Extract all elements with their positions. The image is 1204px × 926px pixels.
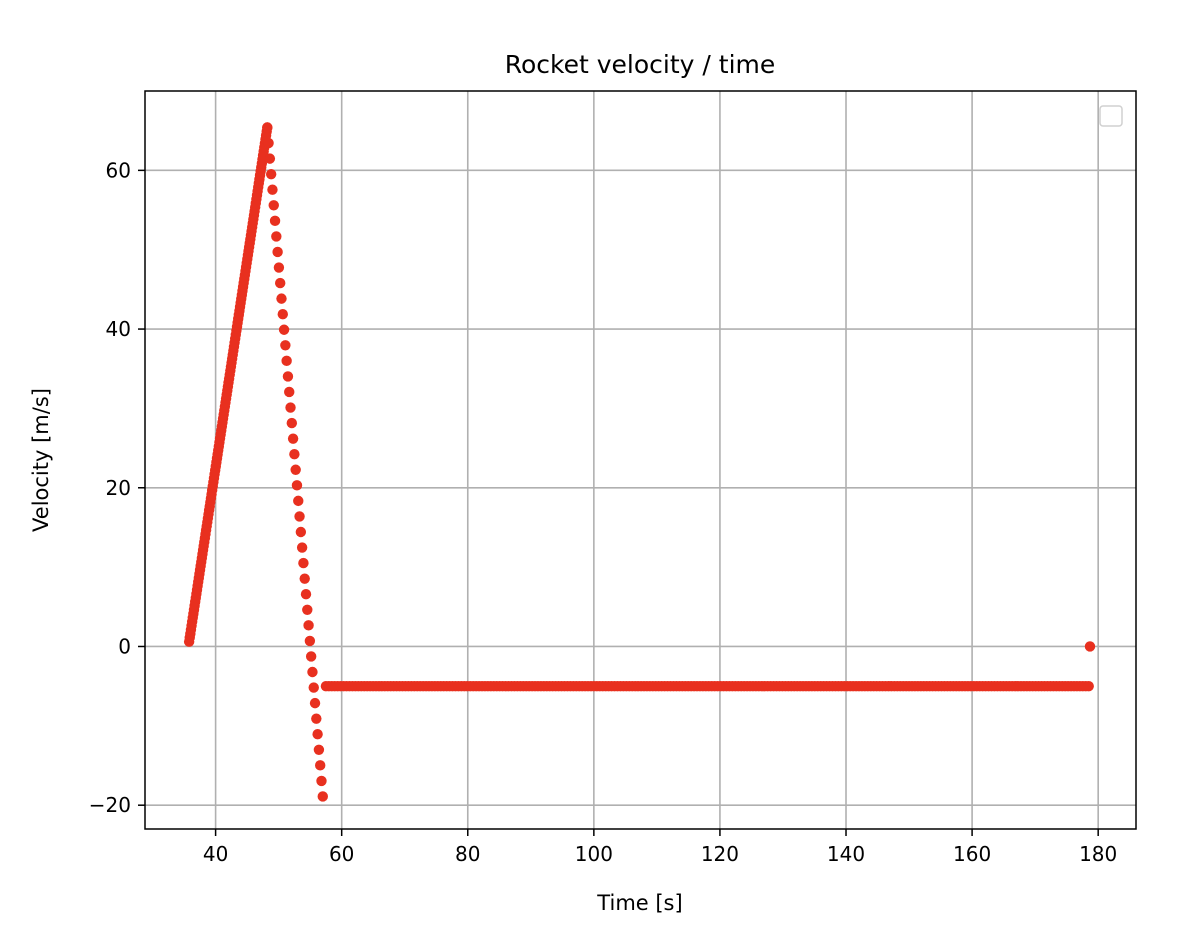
data-point — [276, 293, 287, 304]
legend-box — [1099, 105, 1123, 127]
data-point — [287, 433, 299, 444]
data-point — [312, 729, 323, 740]
data-point — [308, 682, 319, 693]
x-tick-label: 60 — [329, 842, 354, 866]
data-point — [282, 371, 294, 382]
x-tick-label: 120 — [701, 842, 739, 866]
y-axis-label: Velocity [m/s] — [29, 388, 53, 532]
y-tick-label: 40 — [106, 317, 131, 341]
y-tick-label: −20 — [89, 793, 131, 817]
data-point — [281, 355, 292, 367]
data-point — [316, 775, 327, 787]
data-point — [263, 137, 274, 149]
y-tick-label: 60 — [106, 158, 131, 182]
data-point — [294, 511, 305, 522]
x-tick-label: 100 — [575, 842, 613, 866]
y-axis-ticks: −20 0 20 40 60 — [89, 158, 145, 817]
data-points — [183, 122, 1096, 802]
data-point — [1084, 641, 1096, 652]
y-tick-label: 20 — [106, 476, 131, 500]
data-point — [286, 417, 298, 429]
data-point — [273, 262, 285, 273]
data-point — [285, 402, 296, 413]
data-point — [277, 308, 288, 320]
data-point — [291, 480, 303, 491]
data-point — [299, 573, 310, 584]
data-point — [307, 666, 318, 678]
data-point — [275, 277, 286, 289]
x-tick-label: 40 — [203, 842, 228, 866]
data-point — [280, 340, 291, 351]
data-point — [289, 449, 300, 460]
data-point — [303, 620, 314, 631]
y-tick-label: 0 — [118, 634, 131, 658]
data-point — [313, 744, 325, 755]
grid-lines — [145, 91, 1136, 829]
data-point — [311, 713, 322, 724]
data-point — [295, 526, 307, 538]
data-point — [265, 168, 277, 180]
data-point — [267, 184, 278, 195]
data-point — [278, 324, 290, 335]
data-point — [309, 697, 321, 709]
chart-title: Rocket velocity / time — [505, 50, 776, 79]
data-point — [262, 122, 273, 133]
data-point — [1083, 680, 1094, 692]
data-point — [300, 589, 312, 600]
x-axis-ticks: 40 60 80 100 120 140 160 180 — [203, 829, 1117, 866]
data-point — [271, 231, 282, 242]
data-point — [296, 542, 308, 553]
x-tick-label: 160 — [953, 842, 991, 866]
data-point — [317, 791, 328, 802]
plot-frame — [144, 90, 1137, 830]
data-point — [269, 215, 281, 227]
data-point — [293, 495, 304, 507]
data-point — [284, 386, 295, 398]
data-point — [264, 153, 276, 164]
x-tick-label: 140 — [827, 842, 865, 866]
data-point — [304, 635, 316, 647]
data-point — [298, 557, 309, 569]
data-point — [314, 760, 326, 771]
data-point — [290, 464, 301, 475]
data-point — [268, 200, 279, 211]
x-tick-label: 180 — [1079, 842, 1117, 866]
x-axis-label: Time [s] — [596, 891, 682, 915]
data-point — [305, 651, 317, 662]
x-tick-label: 80 — [455, 842, 480, 866]
data-point — [272, 246, 283, 258]
data-point — [302, 604, 313, 615]
